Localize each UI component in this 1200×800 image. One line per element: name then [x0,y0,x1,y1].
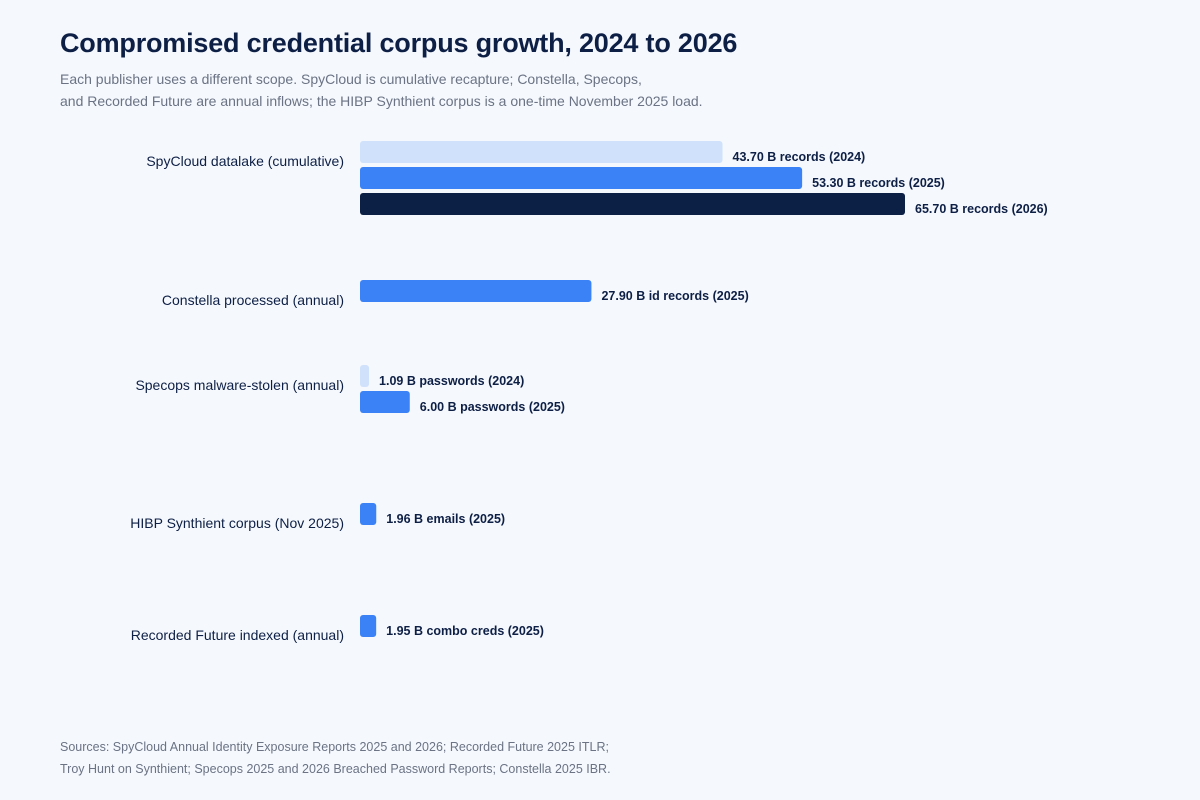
value-label: 6.00 B passwords (2025) [420,400,565,414]
subtitle-line: and Recorded Future are annual inflows; … [60,93,703,109]
bar-group: HIBP Synthient corpus (Nov 2025) 1.96 B e… [130,503,505,531]
chart-subtitle: Each publisher uses a different scope. S… [60,68,820,112]
bar-2025 [360,615,377,637]
bar-group: Recorded Future indexed (annual) 1.95 B c… [131,615,544,643]
category-label: SpyCloud datalake (cumulative) [146,153,344,169]
category-label: HIBP Synthient corpus (Nov 2025) [130,515,344,531]
bar-2024 [360,365,370,387]
bar-group: Constella processed (annual) 27.90 B id r… [162,280,749,308]
bar-2025 [360,503,377,525]
bar-2025 [360,167,803,189]
sources-line: Troy Hunt on Synthient; Specops 2025 and… [60,762,611,776]
sources-line: Sources: SpyCloud Annual Identity Exposu… [60,740,609,754]
bar-2026 [360,193,905,215]
subtitle-line: Each publisher uses a different scope. S… [60,71,642,87]
chart-sources: Sources: SpyCloud Annual Identity Exposu… [60,736,860,780]
value-label: 43.70 B records (2024) [733,150,866,164]
bar-2024 [360,141,723,163]
value-label: 53.30 B records (2025) [812,176,945,190]
category-label: Recorded Future indexed (annual) [131,627,344,643]
value-label: 1.09 B passwords (2024) [379,374,524,388]
value-label: 27.90 B id records (2025) [601,289,748,303]
bar-group: SpyCloud datalake (cumulative) 43.70 B re… [146,141,1048,216]
bar-2025 [360,391,410,413]
value-label: 65.70 B records (2026) [915,202,1048,216]
value-label: 1.96 B emails (2025) [386,512,505,526]
category-label: Constella processed (annual) [162,292,344,308]
value-label: 1.95 B combo creds (2025) [386,624,544,638]
category-label: Specops malware-stolen (annual) [135,377,344,393]
chart-title: Compromised credential corpus growth, 20… [60,28,738,58]
bar-group: Specops malware-stolen (annual) 1.09 B pa… [135,365,565,414]
bar-2025 [360,280,592,302]
